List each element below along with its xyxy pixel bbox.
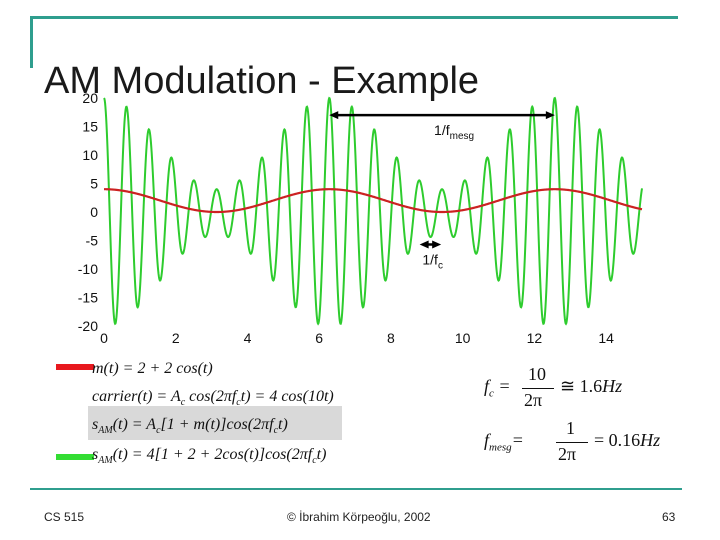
footer-page-number: 63 [662,510,676,524]
equation-fmesg: fmesg= 1 2π = 0.16Hz [484,418,661,464]
footer-copyright: © İbrahim Körpeoğlu, 2002 [287,510,431,524]
x-tick-label: 12 [527,330,543,345]
slide-title: AM Modulation - Example [44,60,480,102]
y-tick-label: 10 [82,147,98,163]
y-tick-label: -10 [78,261,98,277]
frame-left-line [30,16,33,68]
x-tick-label: 2 [172,330,180,345]
y-tick-label: -15 [78,290,98,306]
y-tick-label: 15 [82,119,98,135]
y-tick-label: -5 [86,233,99,249]
x-tick-label: 4 [244,330,252,345]
y-tick-label: -20 [78,318,98,334]
legend-message-swatch [56,364,94,370]
message-signal-series-line [104,188,643,214]
highlight-box [88,406,342,440]
legend-am-swatch [56,454,94,460]
am-signal-series-line [103,96,643,326]
x-tick-label: 6 [315,330,323,345]
footer-course: CS 515 [44,510,85,524]
x-tick-label: 14 [598,330,614,345]
equation-sam-general: sAM(t) = Ac[1 + m(t)]cos(2πfct) [92,416,288,437]
frame-top-line [30,16,678,19]
annotation-period-c-label: 1/fc [422,251,443,271]
x-tick-label: 0 [100,330,108,345]
x-tick-label: 8 [387,330,395,345]
equation-fc: fc = 10 2π ≅ 1.6Hz [484,364,623,410]
y-tick-label: 0 [90,204,98,220]
equation-sam-specific: sAM(t) = 4[1 + 2 + 2cos(t)]cos(2πfct) [92,446,327,467]
footer-line [30,488,682,490]
annotation-period-mesg-head-right [545,111,555,120]
annotation-period-c-head-right [432,240,442,249]
equation-carrier: carrier(t) = Ac cos(2πfct) = 4 cos(10t) [92,388,334,409]
x-tick-label: 10 [455,330,471,345]
equation-message: m(t) = 2 + 2 cos(t) [92,360,213,377]
annotation-period-c-head-left [419,240,429,249]
y-tick-label: 5 [90,176,98,192]
annotation-period-mesg-head-left [329,111,339,120]
y-tick-label: 20 [82,90,98,106]
